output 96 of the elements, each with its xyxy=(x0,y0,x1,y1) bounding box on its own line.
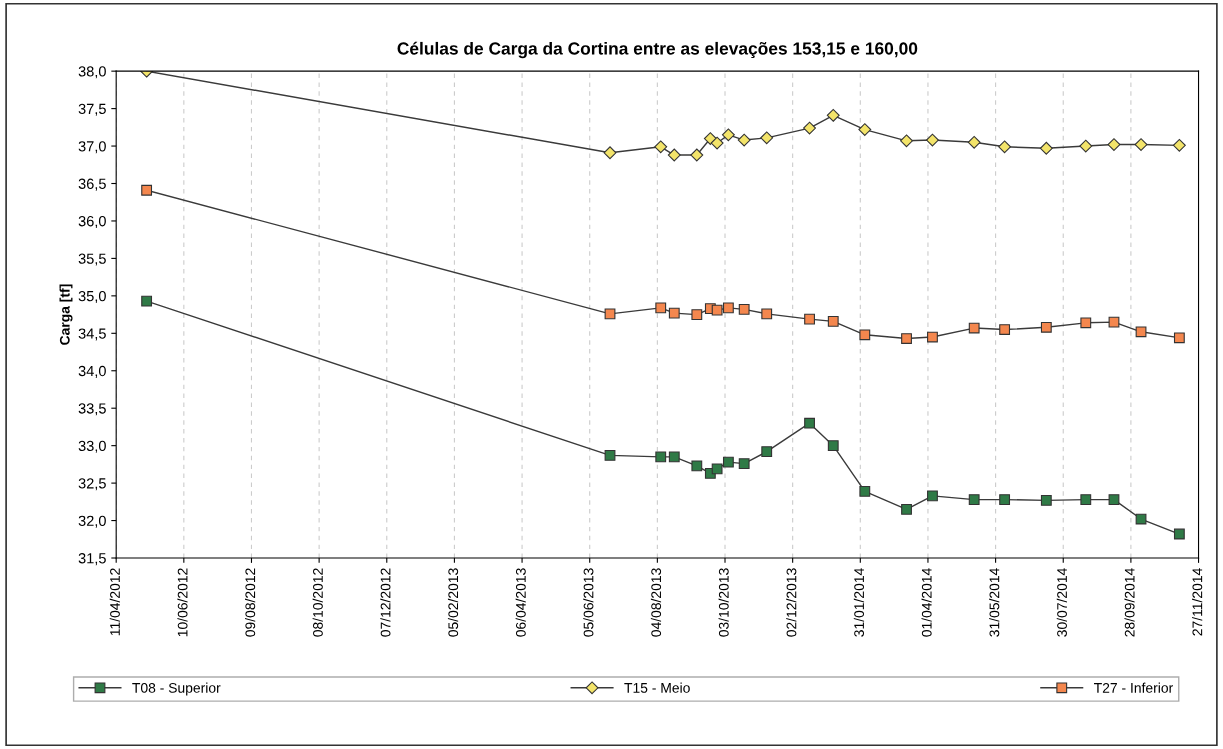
x-tick-label: 08/10/2012 xyxy=(312,568,323,637)
point xyxy=(927,490,938,502)
point xyxy=(655,302,667,314)
legend-label: T08 - Superior xyxy=(132,682,221,696)
point xyxy=(927,331,938,343)
y-tick-label: 36,0 xyxy=(78,216,106,229)
y-tick-label: 35,5 xyxy=(78,253,106,266)
point xyxy=(1134,138,1148,152)
point xyxy=(1173,332,1185,344)
x-tick-label: 04/08/2013 xyxy=(650,568,662,637)
point xyxy=(655,451,667,463)
x-tick-label: 03/10/2013 xyxy=(718,568,729,637)
point xyxy=(1040,494,1052,506)
point xyxy=(926,133,939,147)
point xyxy=(710,136,724,150)
point xyxy=(901,503,912,515)
y-tick-label: 37,5 xyxy=(78,103,106,116)
x-tick-label: 09/08/2012 xyxy=(245,568,256,637)
x-tick-label: 05/06/2013 xyxy=(583,568,594,637)
point xyxy=(761,308,773,320)
point xyxy=(604,308,616,320)
x-tick-label: 31/01/2014 xyxy=(853,568,865,637)
point xyxy=(721,128,735,142)
point xyxy=(691,309,703,320)
y-tick-label: 34,5 xyxy=(78,328,106,341)
point xyxy=(760,131,774,145)
point xyxy=(900,134,913,148)
y-tick-label: 35,0 xyxy=(78,290,106,304)
point xyxy=(1040,321,1052,333)
point xyxy=(690,148,704,162)
point xyxy=(1108,494,1120,505)
point xyxy=(654,140,668,154)
y-tick-label: 31,5 xyxy=(78,553,106,566)
x-tick-label: 11/04/2012 xyxy=(109,568,120,636)
point xyxy=(999,494,1011,505)
point xyxy=(604,449,616,461)
point xyxy=(804,313,815,325)
point xyxy=(1079,139,1093,153)
point xyxy=(827,315,839,327)
point xyxy=(141,184,153,196)
point xyxy=(603,146,617,160)
point xyxy=(711,304,723,316)
point xyxy=(738,458,750,470)
y-axis-title: Carga [tf] xyxy=(59,284,73,345)
x-tick-label: 06/04/2013 xyxy=(515,568,526,637)
x-tick-label: 31/05/2014 xyxy=(989,568,1000,637)
y-tick-label: 33,0 xyxy=(78,440,106,453)
point xyxy=(668,307,680,319)
point xyxy=(1172,138,1186,152)
point xyxy=(738,303,750,315)
point xyxy=(967,135,981,149)
y-tick-label: 33,5 xyxy=(78,403,106,416)
point xyxy=(1107,138,1121,152)
y-tick-label: 32,0 xyxy=(78,515,106,528)
point xyxy=(859,485,871,497)
x-tick-label: 27/11/2014 xyxy=(1192,568,1203,636)
chart-title: Células de Carga da Cortina entre as elevações 153,15 e 160,00 xyxy=(397,41,918,59)
x-tick-label: 05/02/2013 xyxy=(447,568,459,637)
point xyxy=(859,329,871,341)
point xyxy=(722,302,734,314)
x-tick-label: 28/09/2014 xyxy=(1124,568,1135,637)
point xyxy=(968,494,980,505)
point xyxy=(722,456,734,468)
y-tick-label: 38,0 xyxy=(78,66,106,79)
point xyxy=(826,108,840,122)
x-tick-label: 30/07/2014 xyxy=(1056,568,1067,637)
point xyxy=(827,440,839,452)
point xyxy=(737,133,751,147)
y-tick-label: 34,0 xyxy=(78,365,106,378)
point xyxy=(141,295,153,307)
point xyxy=(667,148,681,162)
x-tick-label: 01/04/2014 xyxy=(921,568,932,637)
point xyxy=(998,140,1012,154)
x-tick-label: 07/12/2012 xyxy=(380,568,391,637)
point xyxy=(858,123,872,137)
y-tick-label: 36,5 xyxy=(78,178,106,191)
point xyxy=(668,451,680,463)
legend-label: T15 - Meio xyxy=(624,682,690,693)
point xyxy=(691,460,703,472)
x-tick-label: 10/06/2012 xyxy=(177,568,188,637)
point xyxy=(1080,494,1092,505)
point xyxy=(804,417,815,429)
point xyxy=(999,324,1011,335)
point xyxy=(1039,141,1053,155)
point xyxy=(761,446,773,458)
point xyxy=(803,121,817,135)
x-tick-label: 02/12/2013 xyxy=(786,568,797,637)
point xyxy=(711,463,723,475)
legend-label: T27 - Inferior xyxy=(1094,682,1173,693)
point xyxy=(968,322,980,334)
y-tick-label: 37,0 xyxy=(78,141,106,154)
point xyxy=(1080,317,1092,329)
point xyxy=(1173,528,1185,540)
y-tick-label: 32,5 xyxy=(78,478,106,491)
point xyxy=(1135,326,1147,338)
point xyxy=(901,333,912,344)
